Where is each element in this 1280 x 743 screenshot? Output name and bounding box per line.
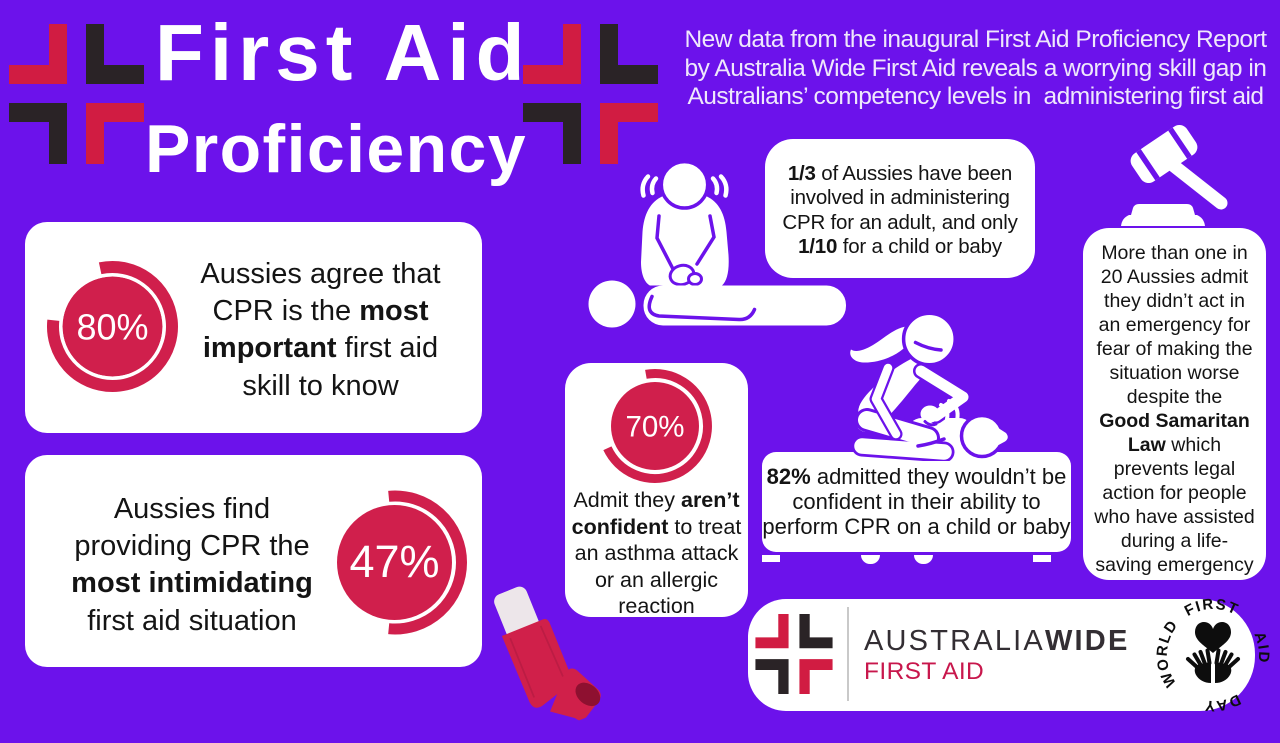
svg-text:70%: 70% [625,411,684,444]
svg-text:80%: 80% [76,307,148,348]
svg-text:WORLD FIRST AID DA: WORLD FIRST AID DAY [1154,596,1273,715]
svg-text:47%: 47% [349,536,439,587]
